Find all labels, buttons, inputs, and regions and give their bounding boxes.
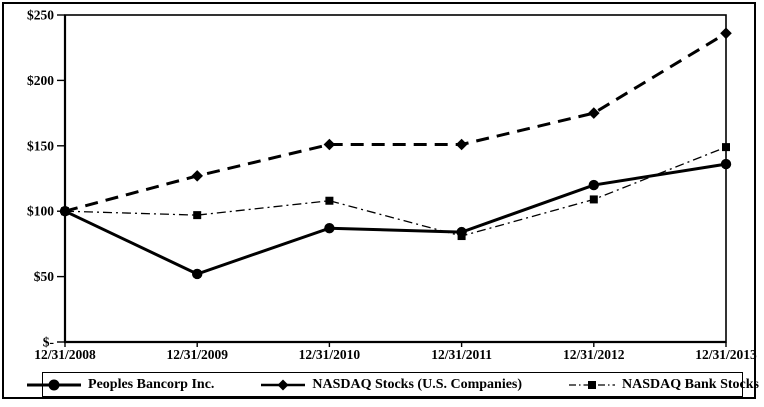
x-tick-label: 12/31/2012 (563, 347, 625, 362)
x-tick-label: 12/31/2010 (299, 347, 361, 362)
data-point-marker-nasdaq-bank-stocks (193, 211, 202, 220)
data-point-marker-nasdaq-bank-stocks (325, 196, 334, 205)
data-point-marker-nasdaq-stocks-u-s-companies (191, 170, 203, 182)
legend-label: Peoples Bancorp Inc. (88, 376, 215, 392)
data-point-marker-peoples-bancorp-inc (324, 223, 335, 234)
y-tick-label: $50 (34, 269, 55, 284)
data-point-marker-peoples-bancorp-inc (588, 179, 599, 191)
data-point-marker-nasdaq-stocks-u-s-companies (720, 27, 732, 40)
dashed-line-diamond-marker-icon (261, 379, 306, 390)
performance-line-chart: $- $50 $100 $150 $200 $250 12/31/2008 12/31/200… (27, 8, 757, 363)
y-tick-label: $150 (27, 138, 54, 153)
x-tick-label: 12/31/2009 (166, 347, 228, 362)
legend-item-peoples-bancorp: Peoples Bancorp Inc. (26, 377, 214, 393)
data-point-marker-nasdaq-bank-stocks (722, 143, 730, 152)
solid-line-circle-marker-icon (27, 379, 82, 390)
y-tick-label: $100 (27, 204, 54, 219)
legend-item-nasdaq-stocks: NASDAQ Stocks (U.S. Companies) (260, 377, 522, 393)
x-tick-label: 12/31/2011 (431, 347, 492, 362)
legend-label: NASDAQ Stocks (U.S. Companies) (312, 376, 523, 392)
series-line-nasdaq-bank-stocks (64, 146, 727, 237)
x-tick-label: 12/31/2013 (695, 347, 757, 362)
y-tick-label: $200 (27, 73, 54, 88)
series-line-nasdaq-stocks-u-s-companies (64, 32, 727, 213)
data-point-marker-nasdaq-stocks-u-s-companies (455, 138, 468, 151)
x-tick-label: 12/31/2008 (34, 347, 96, 362)
y-tick-label: $250 (27, 8, 54, 23)
series-line-peoples-bancorp-inc (64, 162, 727, 276)
data-point-marker-nasdaq-stocks-u-s-companies (588, 107, 600, 119)
figure-frame (2, 2, 756, 399)
data-point-marker-peoples-bancorp-inc (720, 158, 732, 170)
data-point-marker-peoples-bancorp-inc (192, 268, 203, 280)
data-point-marker-peoples-bancorp-inc (59, 206, 71, 217)
chart-legend: Peoples Bancorp Inc. NASDAQ Stocks (U.S.… (27, 372, 759, 397)
data-point-marker-nasdaq-bank-stocks (589, 195, 598, 204)
data-point-marker-nasdaq-stocks-u-s-companies (323, 138, 336, 151)
legend-item-nasdaq-bank-stocks: NASDAQ Bank Stocks (568, 377, 759, 393)
dashdot-line-square-marker-icon (569, 380, 616, 389)
legend-label: NASDAQ Bank Stocks (622, 376, 759, 392)
y-tick-label: $- (43, 335, 54, 350)
data-point-marker-peoples-bancorp-inc (456, 226, 467, 238)
